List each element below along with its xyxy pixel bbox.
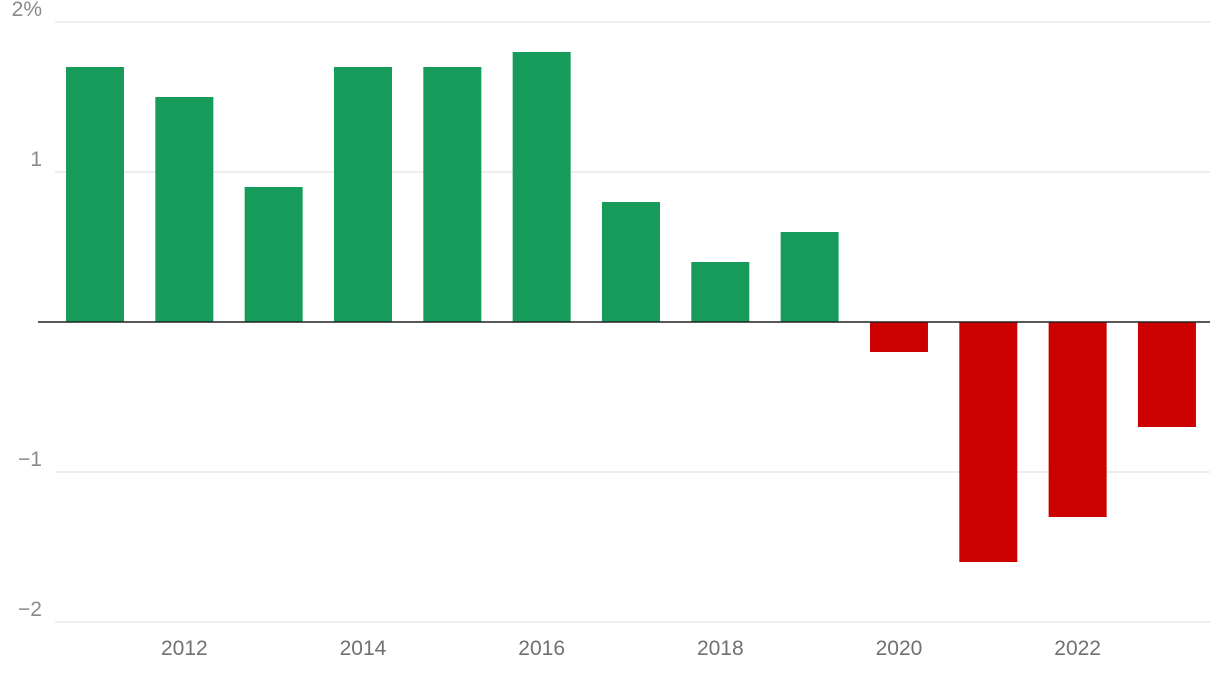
x-tick-label: 2018 <box>697 637 744 660</box>
bar-2023 <box>1137 322 1196 427</box>
y-axis-tick-labels: 2% 1 −1 −2 <box>12 0 42 621</box>
x-tick-label: 2016 <box>518 637 565 660</box>
bar-2011 <box>66 67 124 322</box>
y-tick-label: −2 <box>18 598 42 621</box>
x-tick-label: 2020 <box>876 637 923 660</box>
bar-2015 <box>423 67 482 322</box>
y-tick-label: 1 <box>30 148 42 171</box>
x-tick-label: 2014 <box>340 637 387 660</box>
bar-2012 <box>155 97 214 322</box>
gridlines <box>55 21 1210 623</box>
bar-2013 <box>244 187 303 322</box>
bar-2019 <box>780 232 839 322</box>
bar-2017 <box>601 202 660 322</box>
y-tick-label: −1 <box>18 448 42 471</box>
bar-2022 <box>1048 322 1107 517</box>
x-tick-label: 2012 <box>161 637 208 660</box>
bar-2014 <box>333 67 392 322</box>
bar-2016 <box>512 52 571 322</box>
bars <box>66 52 1196 562</box>
x-tick-label: 2022 <box>1054 637 1101 660</box>
y-tick-label: 2% <box>12 0 42 21</box>
x-axis-tick-labels: 2012 2014 2016 2018 2020 2022 <box>161 637 1101 660</box>
bar-2020 <box>869 322 928 352</box>
bar-2018 <box>691 262 750 322</box>
bar-2021 <box>959 322 1018 562</box>
